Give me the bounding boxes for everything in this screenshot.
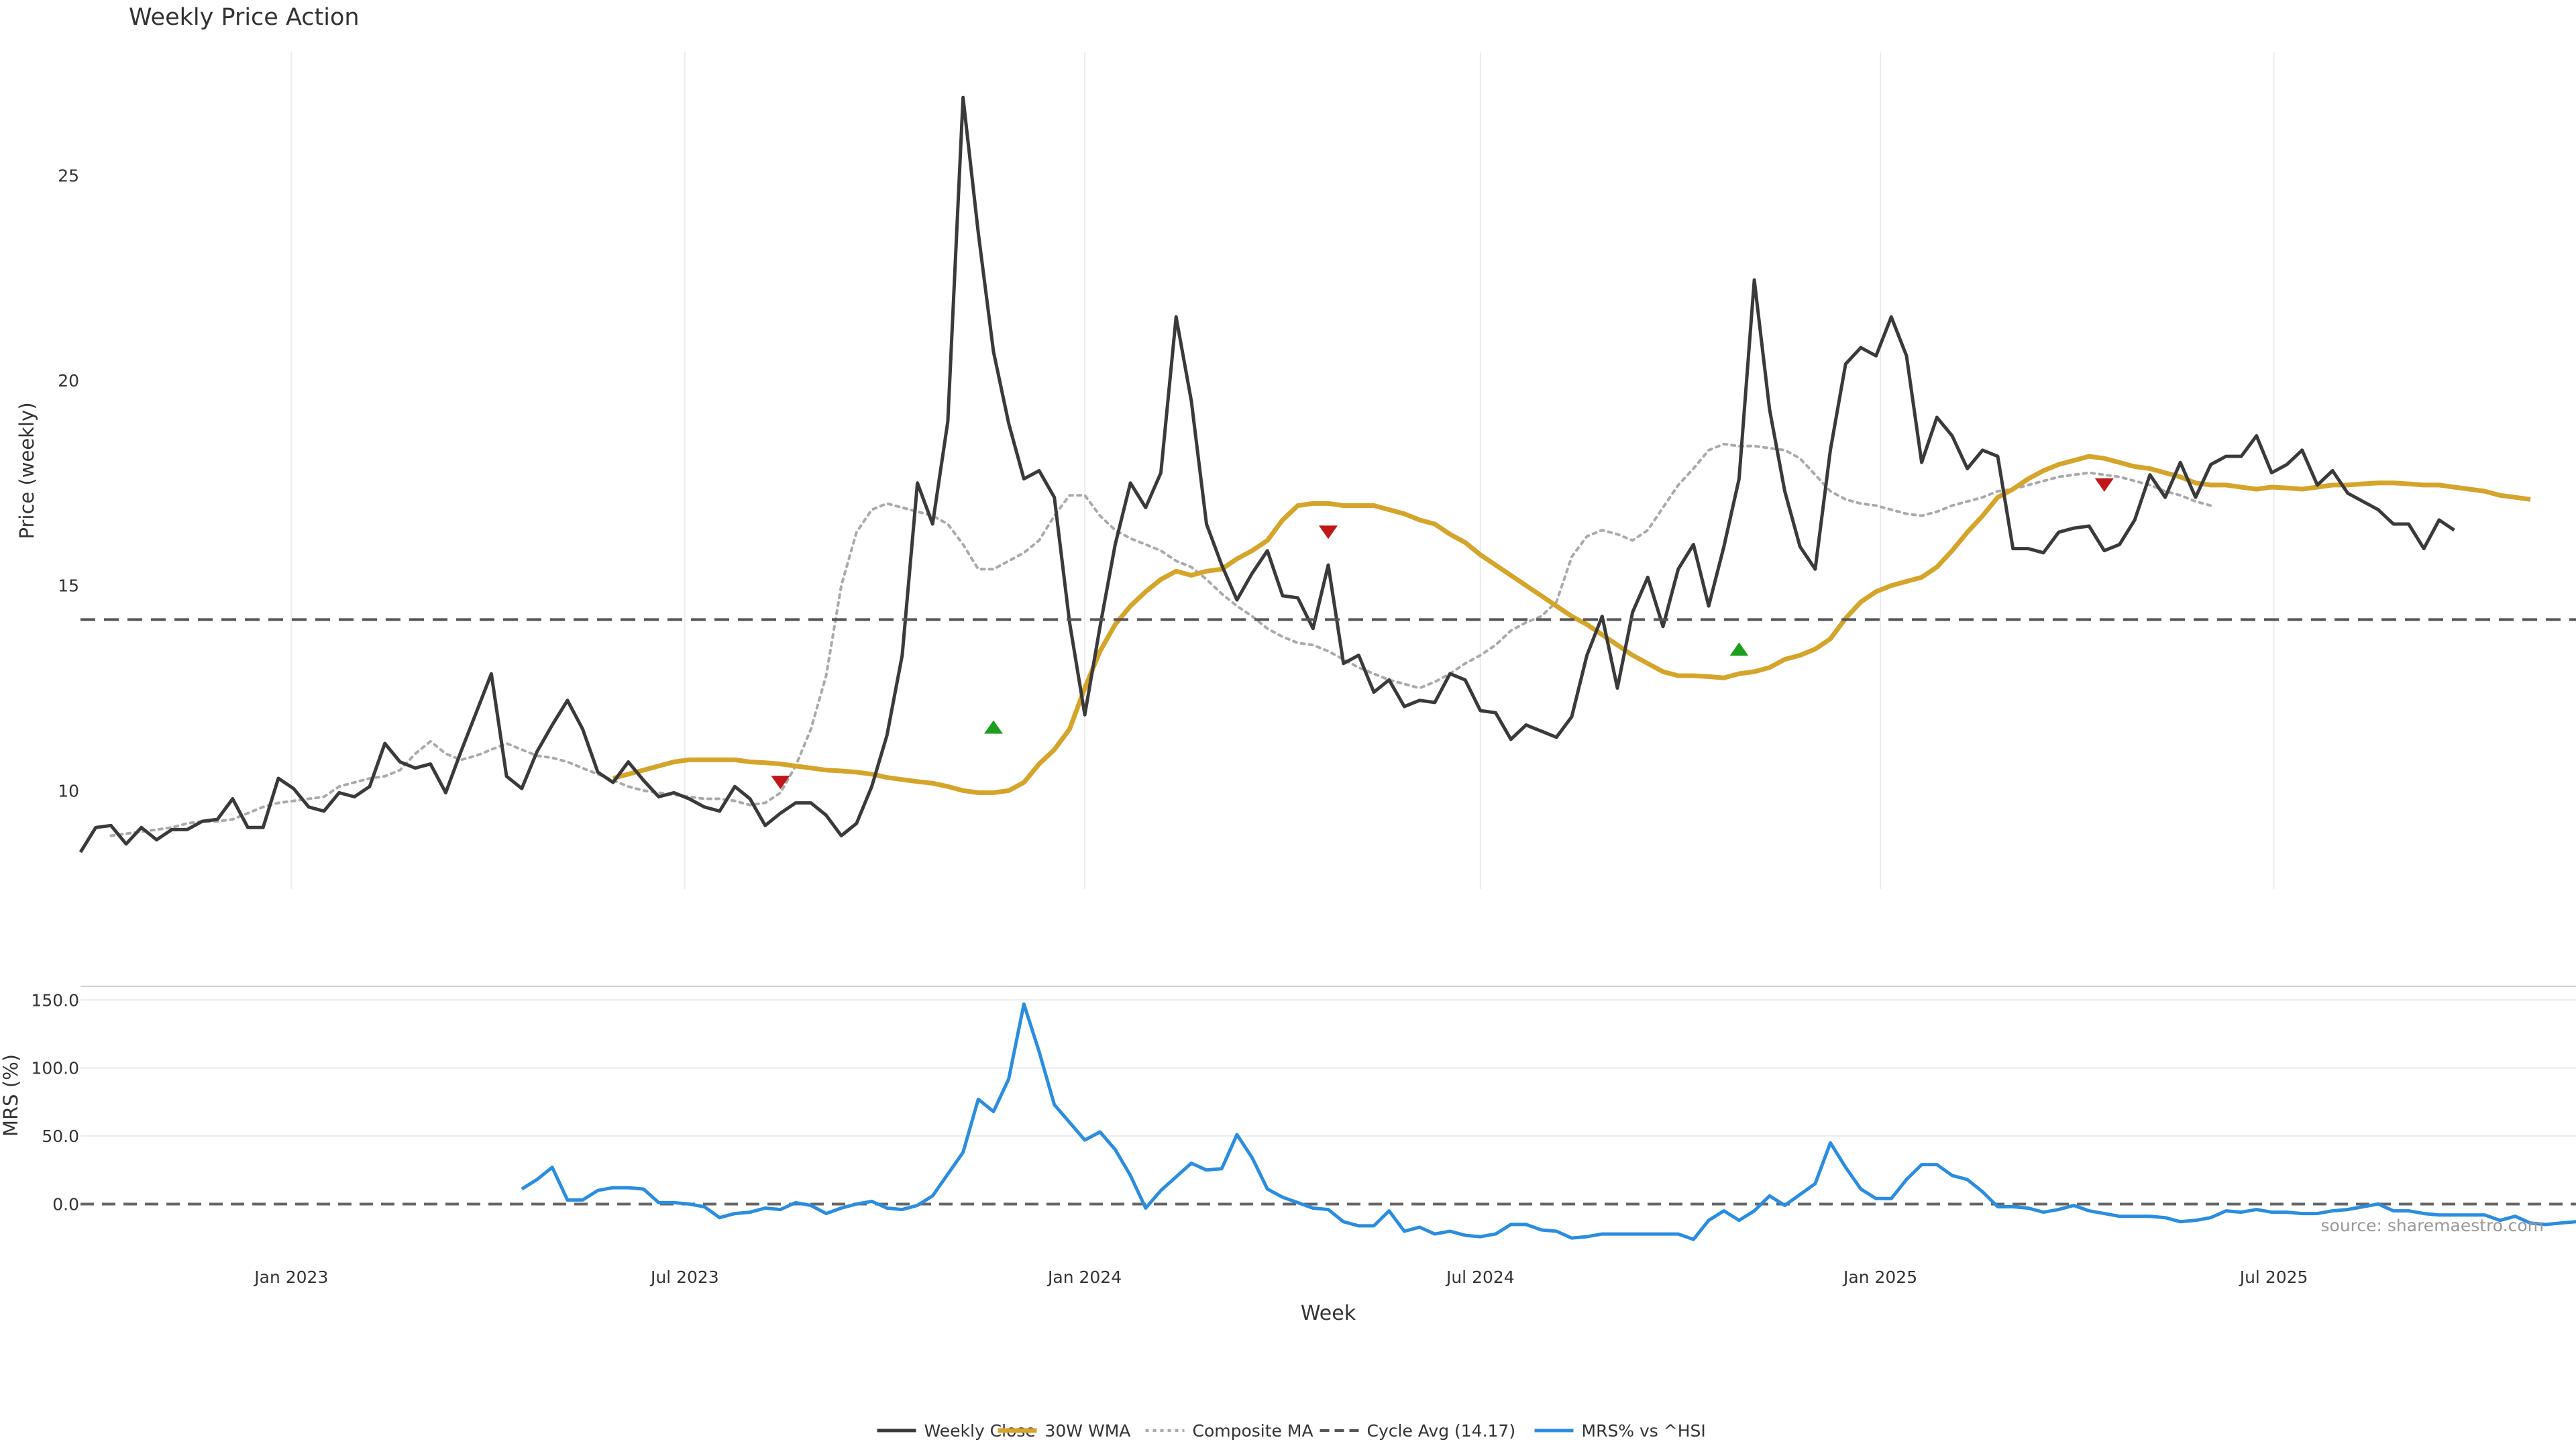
- source-note: source: sharemaestro.com: [2321, 1216, 2544, 1235]
- legend-label-cycle: Cycle Avg (14.17): [1367, 1421, 1516, 1441]
- mrs-y-tick-label: 150.0: [31, 990, 79, 1010]
- chart-title: Weekly Price Action: [129, 4, 360, 31]
- x-tick-label: Jan 2025: [1842, 1267, 1917, 1287]
- series-mrs-vs-hsi: [521, 1002, 2576, 1241]
- series-30w-wma: [612, 454, 2531, 795]
- buy-signal-marker: [983, 720, 1003, 734]
- buy-signal-marker: [1729, 642, 1749, 656]
- price-y-tick-label: 20: [58, 371, 79, 391]
- mrs-y-tick-label: 100.0: [31, 1059, 79, 1078]
- series-composite-ma: [109, 442, 2212, 837]
- x-tick-label: Jan 2023: [253, 1267, 328, 1287]
- price-y-tick-label: 10: [58, 781, 79, 800]
- sell-signal-marker: [771, 776, 790, 790]
- price-y-tick-label: 15: [58, 576, 79, 596]
- legend-label-wma: 30W WMA: [1045, 1421, 1131, 1441]
- price-y-tick-label: 25: [58, 166, 79, 185]
- mrs-y-tick-label: 0.0: [52, 1194, 79, 1214]
- x-axis-label: Week: [1301, 1302, 1356, 1325]
- x-tick-label: Jul 2023: [649, 1267, 719, 1287]
- mrs-y-tick-label: 50.0: [42, 1127, 79, 1146]
- sell-signal-marker: [1319, 525, 1338, 539]
- x-tick-label: Jul 2024: [1445, 1267, 1515, 1287]
- x-tick-label: Jan 2024: [1046, 1267, 1122, 1287]
- x-tick-label: Jul 2025: [2239, 1267, 2308, 1287]
- mrs-y-axis-label: MRS (%): [0, 1054, 22, 1137]
- price-y-axis-label: Price (weekly): [15, 402, 38, 539]
- sell-signal-marker: [2094, 478, 2114, 492]
- series-weekly-close: [78, 95, 2455, 853]
- legend-label-mrs: MRS% vs ^HSI: [1582, 1421, 1706, 1441]
- legend-label-composite: Composite MA: [1193, 1421, 1313, 1441]
